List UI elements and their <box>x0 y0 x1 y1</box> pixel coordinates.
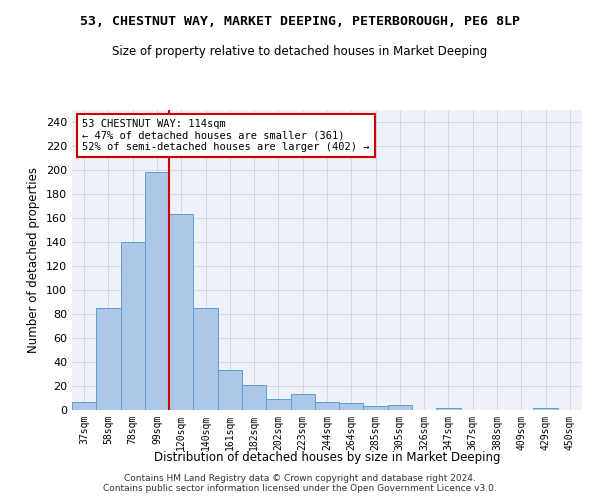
Bar <box>121 242 145 410</box>
Text: Contains public sector information licensed under the Open Government Licence v3: Contains public sector information licen… <box>103 484 497 493</box>
Text: Size of property relative to detached houses in Market Deeping: Size of property relative to detached ho… <box>112 45 488 58</box>
Text: 53 CHESTNUT WAY: 114sqm
← 47% of detached houses are smaller (361)
52% of semi-d: 53 CHESTNUT WAY: 114sqm ← 47% of detache… <box>82 119 370 152</box>
Bar <box>364 406 388 410</box>
Bar <box>218 370 242 410</box>
Bar <box>436 408 461 410</box>
Bar <box>533 408 558 410</box>
Bar <box>72 402 96 410</box>
Y-axis label: Number of detached properties: Number of detached properties <box>28 167 40 353</box>
Bar <box>96 308 121 410</box>
Bar <box>339 403 364 410</box>
Bar <box>193 308 218 410</box>
Text: Contains HM Land Registry data © Crown copyright and database right 2024.: Contains HM Land Registry data © Crown c… <box>124 474 476 483</box>
Text: Distribution of detached houses by size in Market Deeping: Distribution of detached houses by size … <box>154 451 500 464</box>
Text: 53, CHESTNUT WAY, MARKET DEEPING, PETERBOROUGH, PE6 8LP: 53, CHESTNUT WAY, MARKET DEEPING, PETERB… <box>80 15 520 28</box>
Bar <box>315 402 339 410</box>
Bar <box>290 394 315 410</box>
Bar <box>145 172 169 410</box>
Bar <box>242 385 266 410</box>
Bar <box>266 399 290 410</box>
Bar <box>169 214 193 410</box>
Bar <box>388 405 412 410</box>
